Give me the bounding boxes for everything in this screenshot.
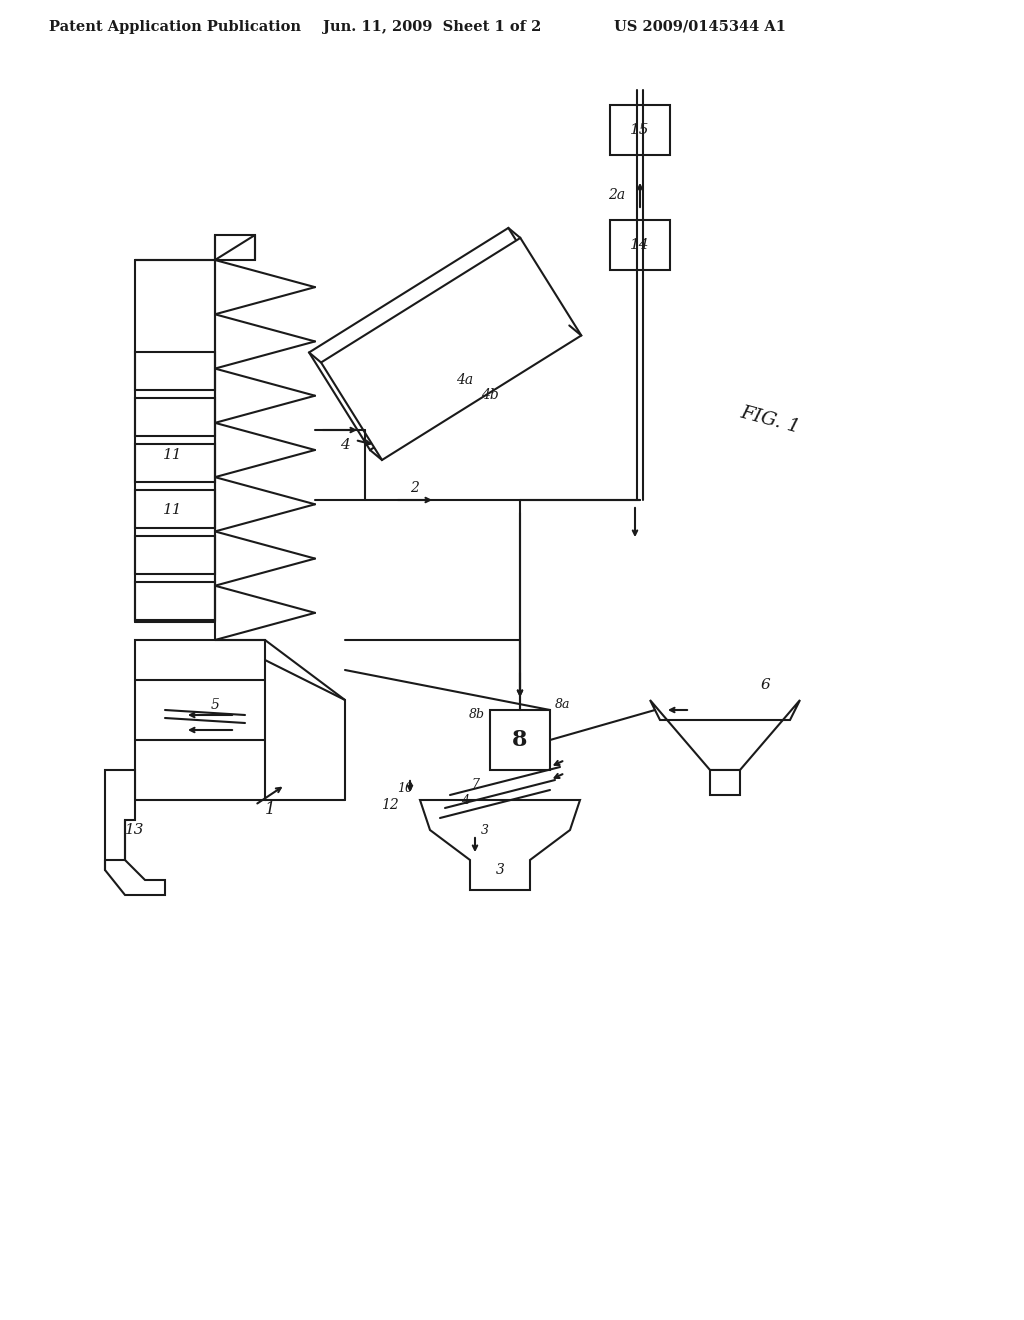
Text: 14: 14 [630, 238, 650, 252]
Bar [135, 352, 215, 389]
Bar [135, 582, 215, 620]
Text: 8a: 8a [555, 698, 570, 711]
Text: 15: 15 [630, 123, 650, 137]
Bar [610, 220, 670, 271]
Text: 10: 10 [397, 781, 413, 795]
Polygon shape [322, 238, 582, 459]
Text: Jun. 11, 2009  Sheet 1 of 2: Jun. 11, 2009 Sheet 1 of 2 [323, 20, 542, 34]
Text: 4: 4 [340, 438, 350, 451]
Bar [490, 710, 550, 770]
Text: 8b: 8b [469, 709, 485, 722]
Text: 8: 8 [512, 729, 527, 751]
Bar [135, 444, 215, 482]
Polygon shape [650, 700, 800, 770]
Text: 4a: 4a [457, 374, 473, 387]
Bar [135, 490, 215, 528]
Bar [135, 536, 215, 574]
Text: 11: 11 [163, 447, 182, 462]
Bar [135, 640, 265, 800]
Polygon shape [309, 228, 569, 450]
Bar [710, 770, 740, 795]
Text: 2: 2 [411, 480, 420, 495]
Text: 2a: 2a [608, 187, 625, 202]
Text: 3: 3 [481, 824, 489, 837]
Bar [215, 235, 255, 260]
Text: FIG. 1: FIG. 1 [738, 404, 802, 437]
Text: 13: 13 [125, 822, 144, 837]
Text: Patent Application Publication: Patent Application Publication [49, 20, 301, 34]
Text: 3: 3 [496, 863, 505, 876]
Polygon shape [420, 800, 580, 890]
Text: 11: 11 [163, 503, 182, 517]
Text: 4b: 4b [481, 388, 499, 403]
Text: 4: 4 [461, 793, 469, 807]
Text: 7: 7 [471, 779, 479, 792]
Bar [610, 106, 670, 154]
Text: 12: 12 [381, 799, 399, 812]
Polygon shape [105, 770, 165, 895]
Text: 6: 6 [760, 678, 770, 692]
Text: US 2009/0145344 A1: US 2009/0145344 A1 [614, 20, 786, 34]
Text: 5: 5 [211, 698, 219, 711]
Text: 1: 1 [264, 801, 275, 818]
Bar [135, 399, 215, 436]
